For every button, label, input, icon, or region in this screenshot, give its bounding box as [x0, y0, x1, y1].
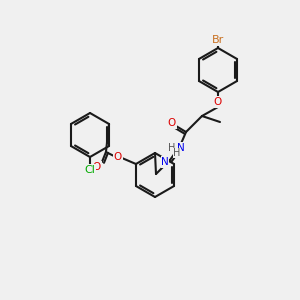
Text: H: H [173, 148, 181, 158]
Text: Cl: Cl [85, 165, 95, 175]
Text: H: H [168, 143, 176, 153]
Text: O: O [214, 97, 222, 107]
Text: N: N [177, 143, 185, 153]
Text: O: O [93, 162, 101, 172]
Text: O: O [168, 118, 176, 128]
Text: Br: Br [212, 35, 224, 45]
Text: O: O [114, 152, 122, 162]
Text: N: N [161, 157, 169, 167]
